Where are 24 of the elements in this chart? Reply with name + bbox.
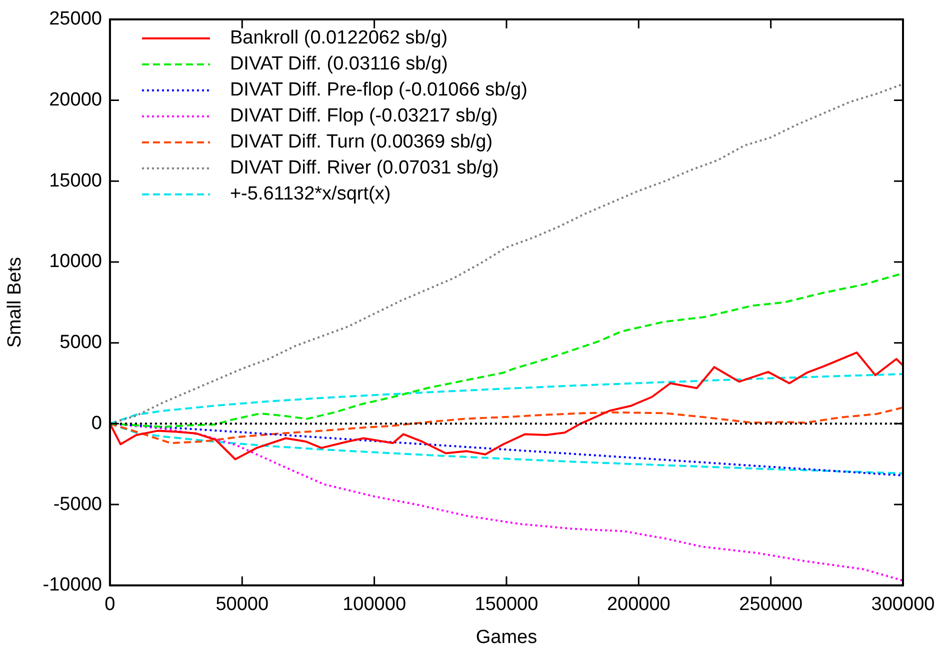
y-tick-label: 0 (91, 412, 102, 434)
y-tick-label: -10000 (42, 574, 102, 596)
x-tick-label: 50000 (216, 594, 269, 616)
legend-label: DIVAT Diff. River (0.07031 sb/g) (230, 158, 499, 179)
x-tick-label: 100000 (342, 594, 406, 616)
y-tick-label: 10000 (49, 251, 102, 272)
y-tick-label: -5000 (53, 494, 102, 515)
x-tick-label: 0 (104, 594, 116, 616)
x-tick-label: 150000 (474, 594, 538, 616)
x-tick-label: 300000 (871, 594, 935, 616)
x-tick-label: 250000 (739, 594, 803, 616)
y-axis-title: Small Bets (4, 256, 26, 348)
legend-label: +-5.61132*x/sqrt(x) (230, 184, 391, 205)
y-tick-label: 15000 (49, 170, 102, 192)
legend-label: Bankroll (0.0122062 sb/g) (230, 28, 448, 49)
legend-label: DIVAT Diff. (0.03116 sb/g) (230, 54, 448, 75)
y-tick-label: 5000 (60, 332, 102, 354)
legend-label: DIVAT Diff. Flop (-0.03217 sb/g) (230, 106, 498, 127)
x-tick-label: 200000 (606, 594, 670, 616)
y-tick-label: 25000 (49, 8, 102, 30)
legend-label: DIVAT Diff. Pre-flop (-0.01066 sb/g) (230, 80, 528, 101)
legend-label: DIVAT Diff. Turn (0.00369 sb/g) (230, 132, 493, 153)
x-axis-title: Games (476, 626, 538, 648)
y-tick-label: 20000 (49, 89, 102, 110)
